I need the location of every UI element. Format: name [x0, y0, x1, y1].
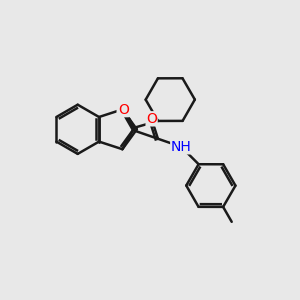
- Text: O: O: [118, 103, 129, 117]
- Text: N: N: [117, 102, 128, 116]
- Text: O: O: [146, 112, 157, 126]
- Text: NH: NH: [171, 140, 191, 154]
